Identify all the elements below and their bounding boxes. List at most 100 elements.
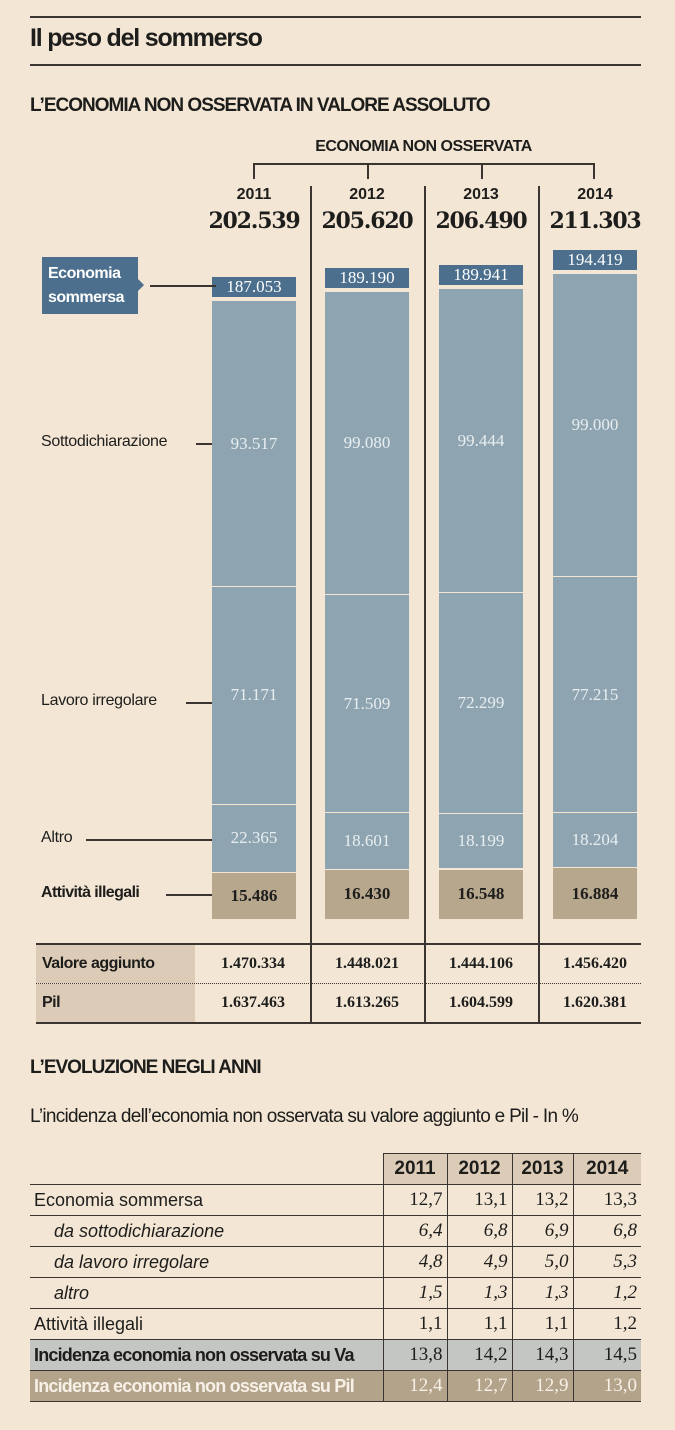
section1-title: L’ECONOMIA NON OSSERVATA IN VALORE ASSOL… xyxy=(30,95,490,116)
bracket-tick xyxy=(253,163,255,179)
leader-line xyxy=(86,839,212,841)
label-altro: Altro xyxy=(41,829,73,846)
cell: 1,2 xyxy=(572,1277,641,1309)
cell: 1.470.334 xyxy=(221,955,285,972)
table-row: Incidenza economia non osservata su Pil 1… xyxy=(30,1370,641,1402)
cell: 1.637.463 xyxy=(221,994,285,1011)
cell: 13,1 xyxy=(446,1184,512,1216)
sommersa-total-box: 187.053 xyxy=(212,277,296,297)
cell: 1.604.599 xyxy=(449,994,513,1011)
total-value: 205.620 xyxy=(321,208,413,234)
cell: 13,2 xyxy=(511,1184,573,1216)
cell: 5,3 xyxy=(572,1246,641,1278)
cell: 6,8 xyxy=(572,1215,641,1247)
leader-line xyxy=(186,702,212,704)
table-bottom-rule xyxy=(36,1022,641,1024)
column-divider xyxy=(424,186,426,1022)
cell: 6,8 xyxy=(446,1215,512,1247)
row-label: da lavoro irregolare xyxy=(30,1246,383,1278)
table-row: altro 1,5 1,3 1,3 1,2 xyxy=(30,1277,641,1309)
total-value: 211.303 xyxy=(549,208,641,234)
cell: 1,1 xyxy=(382,1308,447,1340)
row-label: Incidenza economia non osservata su Pil xyxy=(30,1370,383,1402)
table-top-rule xyxy=(36,943,641,945)
incidence-table: 2011 2012 2013 2014 Economia sommersa 12,7 13,… xyxy=(30,1153,641,1402)
bracket-tick xyxy=(481,163,483,179)
bar-segment-altro: 18.199 xyxy=(439,812,523,869)
data-label: 99.080 xyxy=(343,432,391,452)
cell: 1,1 xyxy=(511,1308,573,1340)
bracket-tick xyxy=(593,163,595,179)
top-rule xyxy=(30,16,641,18)
cell: 1.444.106 xyxy=(449,955,513,972)
total-value: 206.490 xyxy=(435,208,527,234)
cell: 6,4 xyxy=(382,1215,447,1247)
table-row-valore-aggiunto: Valore aggiunto 1.470.334 1.448.021 1.44… xyxy=(36,945,641,983)
column-divider xyxy=(538,186,540,1022)
cell: 12,4 xyxy=(382,1370,447,1402)
data-label: 16.430 xyxy=(343,884,391,904)
bar-segment-illegali: 16.884 xyxy=(553,867,637,919)
cell: 4,8 xyxy=(382,1246,447,1278)
cell: 5,0 xyxy=(511,1246,573,1278)
bar-segment-altro: 18.204 xyxy=(553,811,637,868)
header-empty xyxy=(30,1153,383,1185)
data-label: 99.000 xyxy=(571,415,619,435)
table-row: Economia sommersa 12,7 13,1 13,2 13,3 xyxy=(30,1184,641,1216)
page-title: Il peso del sommerso xyxy=(30,24,263,52)
bar-segment-lavoro: 71.509 xyxy=(325,593,409,813)
data-label: 72.299 xyxy=(457,693,505,713)
data-label: 15.486 xyxy=(230,885,278,905)
header-year: 2012 xyxy=(446,1153,512,1185)
bar-segment-illegali: 16.430 xyxy=(325,868,409,919)
cell: 14,2 xyxy=(446,1339,512,1371)
cell: 1.613.265 xyxy=(335,994,399,1011)
bar-segment-illegali: 16.548 xyxy=(439,868,523,919)
data-label: 71.509 xyxy=(343,693,391,713)
cell: 1,2 xyxy=(572,1308,641,1340)
bracket-tick xyxy=(367,163,369,179)
table-row: da lavoro irregolare 4,8 4,9 5,0 5,3 xyxy=(30,1246,641,1278)
row-label: Pil xyxy=(36,984,195,1022)
cell: 1,1 xyxy=(446,1308,512,1340)
sommersa-total-box: 189.190 xyxy=(325,267,409,288)
sommersa-total-box: 189.941 xyxy=(439,264,523,285)
bar-segment-altro: 22.365 xyxy=(212,803,296,872)
data-label: 93.517 xyxy=(230,433,278,453)
data-label: 18.199 xyxy=(457,831,505,851)
bar-segment-sotto: 99.444 xyxy=(439,288,523,593)
table-row: Attività illegali 1,1 1,1 1,1 1,2 xyxy=(30,1308,641,1340)
row-label: da sottodichiarazione xyxy=(30,1215,383,1247)
cell: 1.448.021 xyxy=(335,955,399,972)
bar-segment-lavoro: 72.299 xyxy=(439,592,523,813)
table-row: da sottodichiarazione 6,4 6,8 6,9 6,8 xyxy=(30,1215,641,1247)
label-sottodichiarazione: Sottodichiarazione xyxy=(41,433,168,450)
group-label: ECONOMIA NON OSSERVATA xyxy=(315,138,532,155)
cell: 6,9 xyxy=(511,1215,573,1247)
sommersa-arrow-icon xyxy=(138,279,144,291)
sommersa-total-box: 194.419 xyxy=(553,250,637,271)
table-header: 2011 2012 2013 2014 xyxy=(30,1153,641,1185)
year-label: 2011 xyxy=(236,186,272,203)
header-year: 2013 xyxy=(511,1153,573,1185)
bar-segment-sotto: 93.517 xyxy=(212,301,296,587)
bar-segment-illegali: 15.486 xyxy=(212,871,296,919)
data-label: 18.601 xyxy=(343,830,391,850)
cell: 13,8 xyxy=(382,1339,447,1371)
cell: 1,3 xyxy=(446,1277,512,1309)
row-label: Incidenza economia non osservata su Va xyxy=(30,1339,383,1371)
cell: 14,3 xyxy=(511,1339,573,1371)
cell: 1.456.420 xyxy=(563,955,627,972)
sommersa-label-box: Economia sommersa xyxy=(42,257,138,314)
dotted-divider xyxy=(36,983,641,984)
values-table: Valore aggiunto 1.470.334 1.448.021 1.44… xyxy=(36,943,641,1024)
header-year: 2011 xyxy=(382,1153,447,1185)
row-label: altro xyxy=(30,1277,383,1309)
year-label: 2012 xyxy=(349,186,385,203)
data-label: 16.884 xyxy=(571,883,619,903)
year-label: 2013 xyxy=(463,186,499,203)
cell: 12,7 xyxy=(382,1184,447,1216)
header-year: 2014 xyxy=(572,1153,641,1185)
bar-segment-sotto: 99.000 xyxy=(553,274,637,577)
total-value: 202.539 xyxy=(208,208,300,234)
